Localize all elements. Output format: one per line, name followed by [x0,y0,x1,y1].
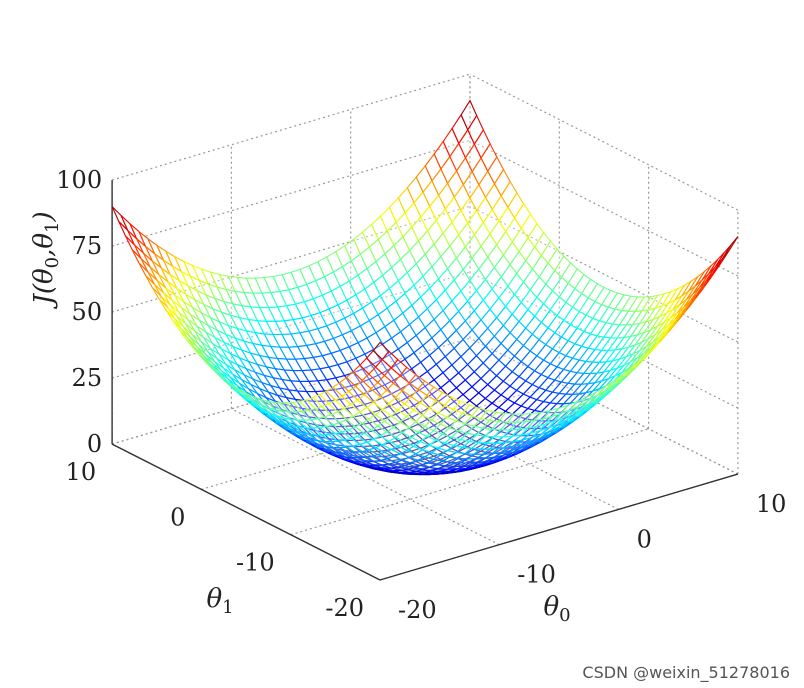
surface-mesh [111,99,739,476]
x-tick-label: -20 [398,596,437,624]
surface-cell [721,236,739,260]
watermark-text: CSDN @weixin_51278016 [582,663,790,682]
x-tick-label: 0 [637,525,652,553]
z-tick-label: 25 [72,364,103,392]
grid-line [231,408,500,546]
y-tick-label: 0 [170,503,185,531]
z-tick-label: 75 [72,232,103,260]
x-axis-line [379,473,739,581]
z-tick-label: 50 [72,298,103,326]
z-tick-labels: 0 25 50 75 100 [56,166,102,458]
y-axis-label: θ1 [206,584,233,618]
y-tick-label: 10 [66,458,97,486]
y-axis-line [111,443,381,581]
grid-line [111,139,471,247]
grid-line [469,139,739,277]
y-tick-label: -10 [236,549,275,577]
grid-line [111,271,471,379]
z-tick-label: 100 [56,166,102,194]
grid-line [469,337,739,475]
grid-line [469,73,739,211]
x-tick-labels: -20 -10 0 10 [398,490,786,624]
z-tick-label: 0 [87,430,102,458]
grid-line [469,205,739,343]
grid-line [350,372,619,510]
surface-cell [111,206,129,231]
y-tick-labels: -20 -10 0 10 [66,458,364,622]
x-tick-label: 10 [756,490,787,518]
y-tick-label: -20 [325,594,364,622]
grid-line [290,428,649,536]
x-axis-label: θ0 [543,592,570,626]
grid-line [111,73,471,181]
x-tick-label: -10 [517,561,556,589]
z-axis-label: J(θ0,θ1) [29,211,63,309]
